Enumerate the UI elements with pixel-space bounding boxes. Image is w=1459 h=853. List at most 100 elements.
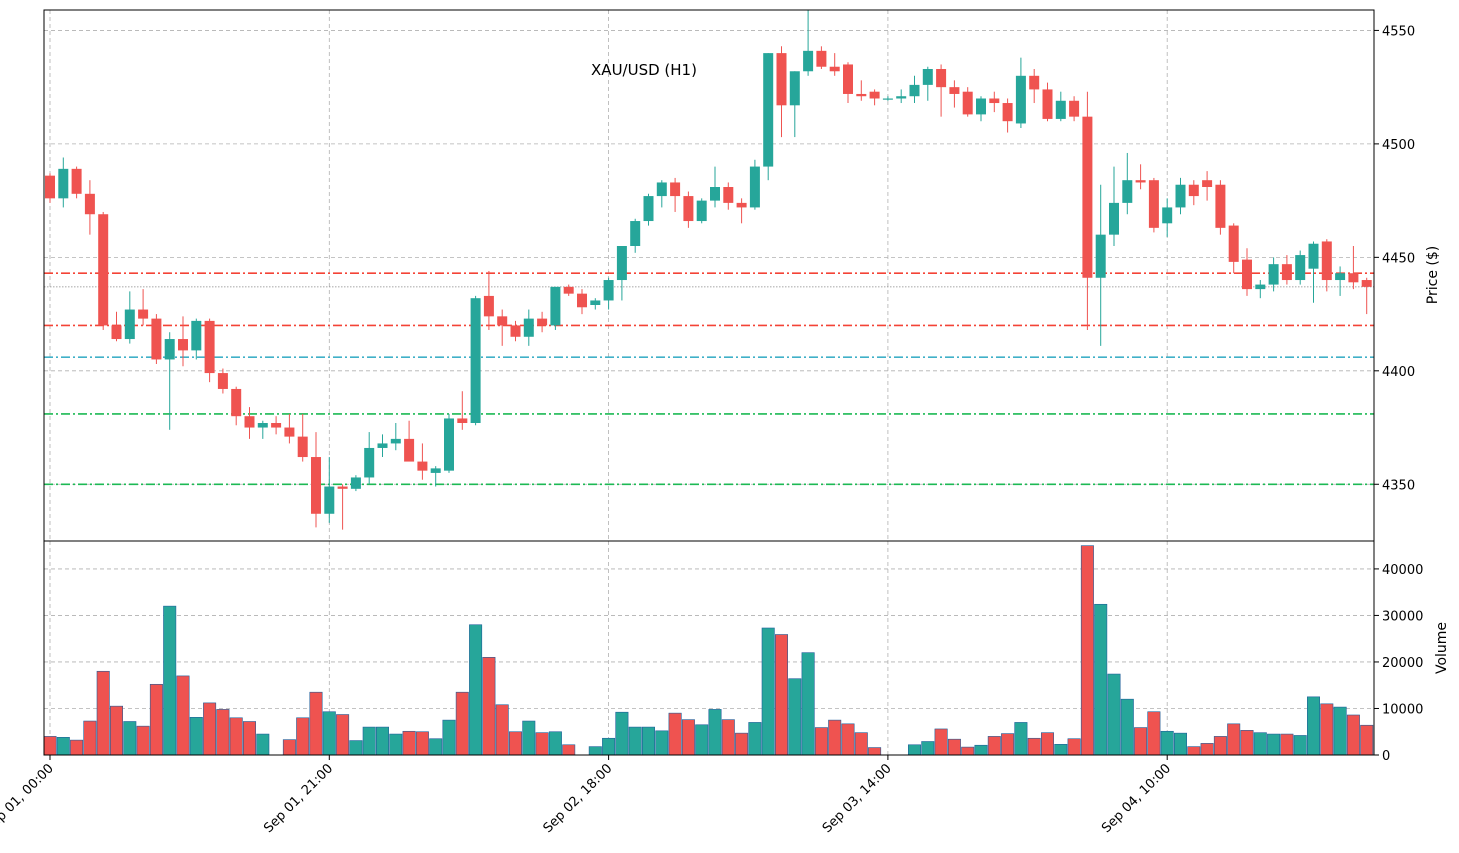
volume-bar [1107, 673, 1121, 756]
candle-body [736, 202, 747, 208]
volume-bar [229, 717, 243, 756]
volume-bar [1360, 724, 1374, 756]
volume-bar [1320, 703, 1334, 756]
candle-body [829, 66, 840, 72]
candle-body [1242, 259, 1252, 290]
volume-bar [176, 675, 190, 756]
candle-body [84, 193, 95, 215]
volume-bar [96, 670, 110, 756]
candle-body [58, 168, 69, 199]
volume-bar [1094, 603, 1108, 756]
candle-body [483, 295, 494, 317]
candle-body [457, 418, 468, 423]
candle-body [1095, 234, 1106, 278]
volume-bar [1346, 714, 1360, 756]
candle-body [537, 318, 548, 326]
volume-bar [1067, 738, 1081, 756]
volume-bar [602, 737, 616, 756]
volume-bar [947, 738, 961, 756]
volume-bar [655, 730, 669, 756]
volume-bar [296, 717, 310, 756]
volume-bar [987, 736, 1001, 756]
volume-bar [402, 730, 416, 756]
candle-body [1055, 100, 1066, 119]
volume-bar [1147, 711, 1161, 756]
candle-body [138, 309, 149, 319]
candle-body [497, 316, 508, 326]
volume-bar [163, 605, 177, 756]
candle-body [178, 339, 188, 351]
candle-body [1002, 103, 1013, 122]
volume-bar [362, 726, 376, 756]
candle-body [191, 320, 202, 351]
price-tick-label: 4450 [1382, 251, 1415, 266]
volume-axis-label: Volume [1434, 622, 1450, 674]
volume-bar [56, 737, 70, 756]
volume-bar [83, 720, 97, 756]
volume-bar [1001, 733, 1015, 756]
candle-body [603, 280, 614, 301]
volume-bar [469, 624, 483, 756]
volume-bar [562, 744, 576, 756]
volume-bar [735, 732, 749, 756]
volume-bar [309, 691, 323, 756]
candle-body [896, 96, 907, 99]
candle-body [630, 221, 641, 246]
candle-body [470, 298, 481, 423]
volume-bar [1120, 698, 1134, 756]
candle-body [1175, 184, 1186, 208]
volume-bar [721, 719, 735, 756]
candle-body [577, 293, 587, 308]
candle-body [696, 200, 707, 222]
volume-bar [110, 705, 124, 756]
candle-body [1255, 284, 1266, 290]
time-tick-label: Sep 02, 18:00 [541, 761, 616, 836]
candle-body [417, 461, 428, 471]
candle-body [337, 486, 348, 489]
volume-bar [708, 709, 722, 756]
price-tick-label: 4400 [1382, 365, 1415, 380]
candle-body [1042, 89, 1053, 119]
volume-bar [974, 744, 988, 756]
candle-body [563, 286, 574, 294]
candle-body [257, 423, 268, 428]
candle-body [1308, 243, 1319, 269]
candle-body [909, 84, 920, 97]
candle-body [776, 53, 787, 106]
price-level-lines [44, 272, 1374, 486]
candle-body [856, 93, 867, 97]
candle-body [231, 388, 242, 417]
volume-bar [1213, 736, 1227, 756]
price-axis: 4350 4400 4450 4500 4550 [1374, 24, 1415, 493]
volume-bar [1160, 730, 1174, 756]
candle-body [1348, 273, 1359, 283]
candle-body [311, 457, 321, 514]
volume-bar [535, 732, 549, 756]
price-axis-label: Price ($) [1425, 246, 1441, 304]
volume-bar [149, 683, 163, 756]
candle-body [1082, 116, 1093, 278]
volume-panel-grid [44, 541, 1374, 755]
candle-body [1215, 184, 1226, 228]
candle-body [789, 71, 800, 106]
candle-body [643, 196, 654, 222]
volume-axis: 0 10000 20000 30000 40000 [1374, 563, 1423, 764]
volume-bar [1267, 733, 1281, 756]
volume-bar [1293, 735, 1307, 756]
candle-body [204, 320, 215, 374]
candle-body [590, 300, 601, 305]
volume-bar [495, 704, 509, 756]
candle-body [1109, 202, 1119, 235]
candle-body [922, 69, 933, 85]
volume-bar [1240, 730, 1254, 756]
candle-body [271, 423, 282, 428]
volume-bar [588, 746, 602, 756]
chart-title: XAU/USD (H1) [591, 61, 697, 79]
candle-body [1135, 180, 1146, 183]
candle-body [1162, 207, 1173, 224]
candle-body [763, 53, 774, 167]
volume-bar [548, 731, 562, 756]
candle-body [324, 486, 335, 514]
volume-bar [1041, 732, 1055, 756]
volume-bar [189, 717, 203, 756]
